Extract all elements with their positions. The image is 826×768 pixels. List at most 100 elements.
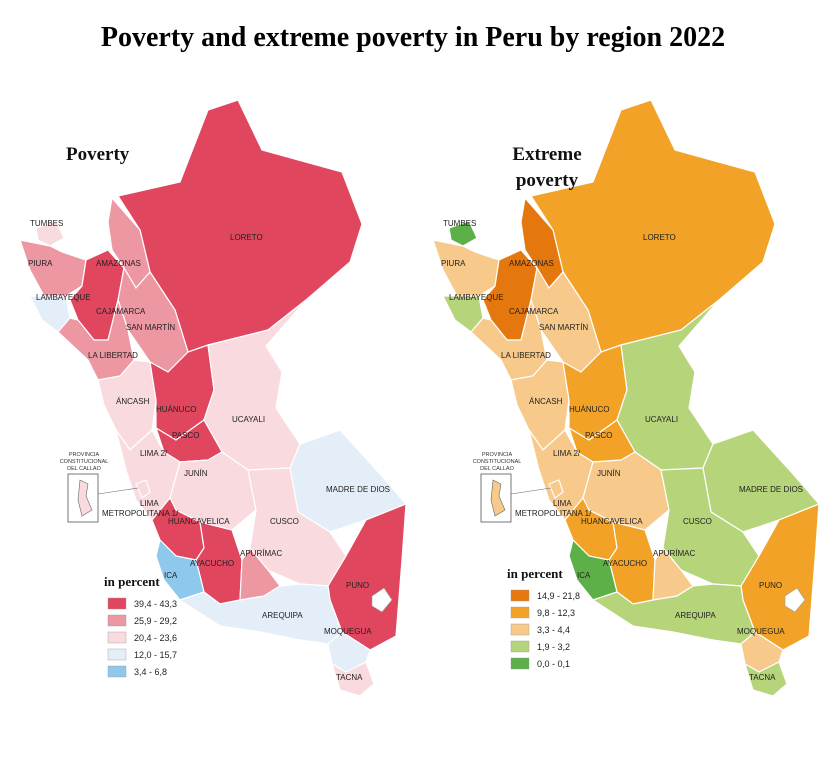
callao-label-line: DEL CALLAO — [67, 466, 101, 472]
label-huancavelica: HUANCAVELICA — [581, 517, 643, 526]
label-cajamarca: CAJAMARCA — [509, 307, 559, 316]
region-lima-metropolitana — [135, 479, 151, 499]
label-lima-2: LIMA 2/ — [553, 449, 581, 458]
label-puno: PUNO — [346, 581, 369, 590]
extreme-map-title: poverty — [516, 170, 579, 191]
region-arequipa — [591, 583, 756, 645]
legend-label: 0,0 - 0,1 — [537, 659, 570, 669]
label-san-martin: SAN MARTÍN — [539, 323, 588, 332]
label-cajamarca: CAJAMARCA — [96, 307, 146, 316]
label-ancash: ÁNCASH — [116, 397, 150, 406]
label-la-libertad: LA LIBERTAD — [88, 351, 138, 360]
label-tacna: TACNA — [336, 673, 363, 682]
label-huanuco: HUÁNUCO — [569, 405, 609, 414]
label-piura: PIURA — [28, 259, 53, 268]
extreme-region-labels: LORETO AMAZONAS TUMBES PIURA LAMBAYEQUE CAJAM… — [441, 219, 803, 682]
label-san-martin: SAN MARTÍN — [126, 323, 175, 332]
label-tacna: TACNA — [749, 673, 776, 682]
label-arequipa: AREQUIPA — [262, 611, 303, 620]
region-piura — [19, 239, 87, 297]
legend-label: 3,3 - 4,4 — [537, 625, 570, 635]
legend-swatch — [510, 657, 530, 670]
label-ucayali: UCAYALI — [232, 415, 265, 424]
label-loreto: LORETO — [230, 233, 263, 242]
poverty-legend: in percent 39,4 - 43,3 25,9 - 29,2 20,4 - 2… — [104, 574, 177, 678]
label-ayacucho: AYACUCHO — [603, 559, 647, 568]
label-cusco: CUSCO — [683, 517, 712, 526]
label-apurimac: APURÍMAC — [653, 549, 695, 558]
label-lima-metropolitana-2: METROPOLITANA 1/ — [515, 509, 592, 518]
legend-swatch — [107, 665, 127, 678]
label-ancash: ÁNCASH — [529, 397, 563, 406]
poverty-map-title: Poverty — [66, 144, 130, 165]
callao-label-line: CONSTITUCIONAL — [60, 459, 109, 465]
callao-shape — [490, 479, 506, 517]
label-loreto: LORETO — [643, 233, 676, 242]
region-tumbes — [35, 220, 65, 247]
label-tumbes: TUMBES — [30, 219, 63, 228]
legend-label: 1,9 - 3,2 — [537, 642, 570, 652]
label-junin: JUNÍN — [597, 469, 621, 478]
label-lambayeque: LAMBAYEQUE — [36, 293, 91, 302]
callao-label-line: PROVINCIA — [482, 452, 513, 458]
lake-titicaca — [784, 587, 806, 613]
region-la-libertad — [470, 297, 548, 381]
legend-label: 9,8 - 12,3 — [537, 608, 575, 618]
legend-label: 12,0 - 15,7 — [134, 650, 177, 660]
callao-label-line: CONSTITUCIONAL — [473, 459, 522, 465]
label-ayacucho: AYACUCHO — [190, 559, 234, 568]
region-lima-metropolitana — [548, 479, 564, 499]
label-ica: ICA — [577, 571, 591, 580]
region-arequipa — [178, 583, 343, 645]
label-piura: PIURA — [441, 259, 466, 268]
label-ucayali: UCAYALI — [645, 415, 678, 424]
region-tumbes — [448, 220, 478, 247]
legend-label: 25,9 - 29,2 — [134, 616, 177, 626]
extreme-regions — [432, 99, 821, 697]
region-tacna — [330, 661, 375, 697]
legend-title: in percent — [104, 574, 160, 589]
region-la-libertad — [57, 297, 135, 381]
legend-swatch — [107, 614, 127, 627]
label-cusco: CUSCO — [270, 517, 299, 526]
label-amazonas: AMAZONAS — [96, 259, 141, 268]
legend-swatch — [510, 623, 530, 636]
label-huanuco: HUÁNUCO — [156, 405, 196, 414]
region-tacna — [743, 661, 788, 697]
label-puno: PUNO — [759, 581, 782, 590]
label-pasco: PASCO — [585, 431, 612, 440]
label-lima-2: LIMA 2/ — [140, 449, 168, 458]
callao-label-line: DEL CALLAO — [480, 466, 514, 472]
label-la-libertad: LA LIBERTAD — [501, 351, 551, 360]
callao-label-line: PROVINCIA — [69, 452, 100, 458]
legend-swatch — [510, 589, 530, 602]
label-moquegua: MOQUEGUA — [324, 627, 372, 636]
label-lima-metropolitana: LIMA — [140, 499, 159, 508]
legend-label: 20,4 - 23,6 — [134, 633, 177, 643]
label-amazonas: AMAZONAS — [509, 259, 554, 268]
legend-swatch — [107, 597, 127, 610]
legend-swatch — [107, 648, 127, 661]
label-ica: ICA — [164, 571, 178, 580]
legend-label: 3,4 - 6,8 — [134, 667, 167, 677]
callao-leader-line — [97, 487, 139, 495]
label-madre-de-dios: MADRE DE DIOS — [326, 485, 390, 494]
label-apurimac: APURÍMAC — [240, 549, 282, 558]
label-pasco: PASCO — [172, 431, 199, 440]
extreme-legend: in percent 14,9 - 21,8 9,8 - 12,3 3,3 - 4,4… — [507, 566, 580, 670]
label-moquegua: MOQUEGUA — [737, 627, 785, 636]
label-junin: JUNÍN — [184, 469, 208, 478]
poverty-region-labels: LORETO AMAZONAS TUMBES PIURA LAMBAYEQUE CAJAM… — [28, 219, 390, 682]
label-lima-metropolitana: LIMA — [553, 499, 572, 508]
legend-label: 14,9 - 21,8 — [537, 591, 580, 601]
label-arequipa: AREQUIPA — [675, 611, 716, 620]
poverty-map: LORETO AMAZONAS TUMBES PIURA LAMBAYEQUE CAJAM… — [19, 99, 408, 697]
legend-swatch — [107, 631, 127, 644]
label-tumbes: TUMBES — [443, 219, 476, 228]
region-piura — [432, 239, 500, 297]
label-madre-de-dios: MADRE DE DIOS — [739, 485, 803, 494]
legend-swatch — [510, 640, 530, 653]
label-lambayeque: LAMBAYEQUE — [449, 293, 504, 302]
